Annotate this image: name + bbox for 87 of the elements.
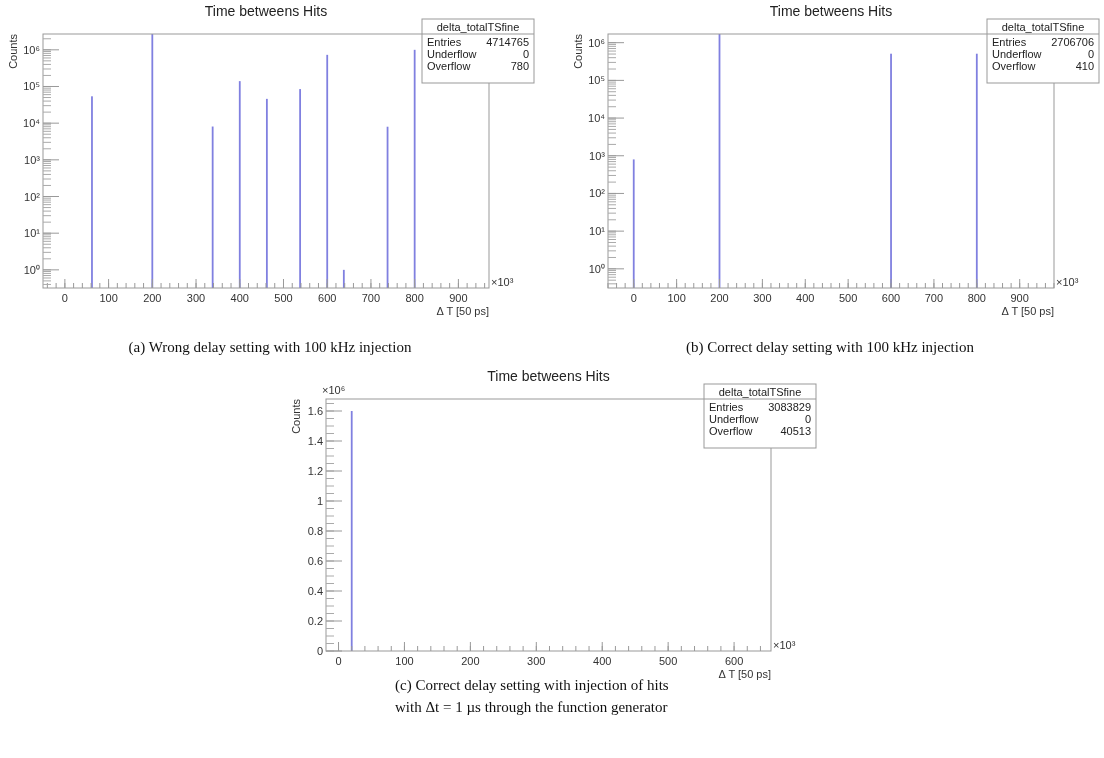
x-axis-title: Δ T [50 ps] <box>436 305 489 317</box>
y-tick-label: 10³ <box>24 153 41 166</box>
x-tick-label: 300 <box>527 655 546 667</box>
text: delta_totalTSfine <box>436 21 520 33</box>
y-tick-label: 10⁰ <box>588 262 605 275</box>
annotation: Overflow <box>427 60 471 72</box>
x-tick-label: 500 <box>658 655 678 667</box>
text: (b) Correct delay setting with 100 kHz injection <box>686 339 975 356</box>
annotation: 4714765 <box>486 36 529 48</box>
x-tick-label: 500 <box>274 292 293 304</box>
y-tick-label: 10⁴ <box>23 117 41 130</box>
text: delta_totalTSfine <box>1001 21 1085 33</box>
y-tick-label: 10² <box>589 187 606 200</box>
y-tick-label: 10⁰ <box>23 263 40 276</box>
x-tick-label: 200 <box>710 292 729 304</box>
x-tick-label: 700 <box>361 292 381 304</box>
y-axis-title: Counts <box>290 398 302 434</box>
y-tick-label: 0.2 <box>307 615 323 627</box>
y-tick-label: 10⁶ <box>588 36 605 49</box>
y-tick-label: 1 <box>316 495 323 507</box>
annotation: Entries <box>709 401 744 413</box>
x-tick-label: 300 <box>186 292 206 304</box>
x-tick-label: 200 <box>461 655 480 667</box>
y-tick-label: 10² <box>24 190 41 203</box>
text: 0 <box>522 48 529 60</box>
x-tick-label: 800 <box>967 292 986 304</box>
text: 780 <box>510 60 529 72</box>
x-tick-label: 400 <box>593 655 612 667</box>
annotation: Underflow <box>709 413 759 425</box>
annotation: Overflow <box>992 60 1036 72</box>
annotation: Underflow <box>427 48 477 60</box>
y-tick-label: 1.2 <box>307 465 323 477</box>
x-tick-label: 100 <box>99 292 118 304</box>
x-tick-label: 100 <box>667 292 686 304</box>
x-tick-label: 600 <box>724 655 744 667</box>
text: (a) Wrong delay setting with 100 kHz injection <box>128 339 412 356</box>
y-tick-label: 10¹ <box>589 225 606 238</box>
x-tick-label: 200 <box>143 292 162 304</box>
text: delta_totalTSfine <box>718 386 802 398</box>
y-tick-label: 0 <box>316 645 323 657</box>
annotation: Entries <box>992 36 1027 48</box>
annotation: Entries <box>427 36 462 48</box>
y-axis-title: Counts <box>7 33 19 69</box>
x-tick-label: 400 <box>230 292 249 304</box>
x-tick-label: 900 <box>1010 292 1029 304</box>
y-tick-label: 1.6 <box>307 405 323 417</box>
text: (c) Correct delay setting with injection of hits with Δt = 1 µs through the function generator <box>395 677 669 715</box>
text: ×10³ <box>491 276 514 288</box>
x-tick-label: 0 <box>630 292 637 304</box>
x-tick-label: 800 <box>405 292 424 304</box>
text: ×10³ <box>1056 276 1079 288</box>
y-tick-label: 10¹ <box>24 227 41 240</box>
text: ×10⁶ <box>322 384 346 396</box>
y-tick-label: 10³ <box>589 149 606 162</box>
x-tick-label: 500 <box>838 292 858 304</box>
y-tick-label: 10⁵ <box>23 80 40 93</box>
chart-title: Time betweens Hits <box>769 3 893 19</box>
annotation: Overflow <box>709 425 753 437</box>
x-axis-title: Δ T [50 ps] <box>718 668 771 680</box>
chart-title: Time betweens Hits <box>204 3 328 19</box>
y-tick-label: 0.8 <box>307 525 323 537</box>
x-tick-label: 100 <box>395 655 414 667</box>
x-tick-label: 400 <box>796 292 815 304</box>
x-tick-label: 0 <box>61 292 68 304</box>
y-tick-label: 0.4 <box>307 585 323 597</box>
y-tick-label: 10⁴ <box>588 112 606 125</box>
y-tick-label: 10⁵ <box>588 74 605 87</box>
y-tick-label: 1.4 <box>307 435 323 447</box>
y-tick-label: 0.6 <box>307 555 323 567</box>
x-tick-label: 600 <box>318 292 337 304</box>
chart-title: Time betweens Hits <box>487 368 610 384</box>
annotation: 2706706 <box>1051 36 1094 48</box>
text: 0 <box>1087 48 1094 60</box>
y-axis-title: Counts <box>572 33 584 69</box>
x-tick-label: 900 <box>449 292 468 304</box>
x-tick-label: 300 <box>753 292 772 304</box>
text: ×10³ <box>773 639 796 651</box>
annotation: 3083829 <box>768 401 811 413</box>
x-tick-label: 600 <box>881 292 901 304</box>
annotation: Underflow <box>992 48 1042 60</box>
text: 40513 <box>780 425 811 437</box>
x-tick-label: 700 <box>924 292 944 304</box>
x-axis-title: Δ T [50 ps] <box>1001 305 1054 317</box>
text: 410 <box>1075 60 1094 72</box>
y-tick-label: 10⁶ <box>23 43 40 56</box>
text: 0 <box>804 413 811 425</box>
x-tick-label: 0 <box>335 655 342 667</box>
